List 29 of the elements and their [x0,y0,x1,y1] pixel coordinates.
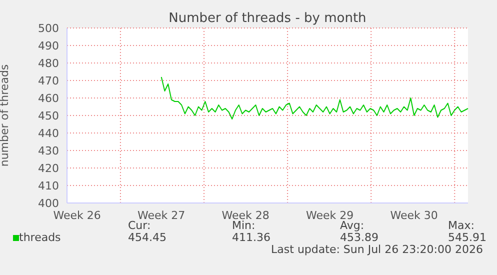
text: 454.45 [128,231,166,244]
x-tick-label: Week 30 [390,208,438,222]
y-tick-label: 400 [38,196,59,210]
x-tick-label: Week 27 [138,208,186,222]
chart-title: Number of threads - by month [168,11,368,26]
x-tick-label: Week 28 [222,208,270,222]
text: Min: [232,219,256,232]
text: Max: [448,219,474,232]
y-tick-label: 410 [38,179,59,192]
y-tick-label: 430 [38,144,59,158]
line-series [160,76,468,120]
text: 453.89 [340,231,378,244]
x-tick-label: Week 26 [53,208,101,222]
y-tick-label: 460 [38,92,59,105]
legend-label: threads [19,231,61,244]
text: Avg: [340,219,364,232]
y-tick-label: 470 [38,74,59,88]
y-tick-label: 450 [38,109,59,122]
y-axis-title: number of threads [0,64,11,167]
y-tick-label: 420 [38,162,59,175]
y-tick-label: 480 [38,56,59,70]
text: Last update: Sun Jul 26 23:20:00 2026 [271,243,483,256]
text: 545.91 [448,231,486,244]
y-tick-label: 490 [38,39,59,52]
y-tick-label: 440 [38,126,59,140]
text: 411.36 [232,231,270,244]
x-tick-label: Week 29 [306,208,354,222]
text: Cur: [128,219,151,232]
y-tick-label: 500 [38,22,59,35]
